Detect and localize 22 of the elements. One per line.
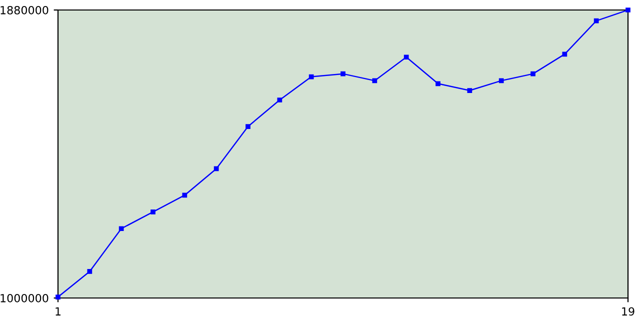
point: [118, 226, 124, 232]
point: [436, 81, 440, 86]
point: [594, 18, 599, 24]
point: [214, 166, 219, 172]
point: [246, 124, 250, 129]
point: [498, 78, 504, 84]
point: [182, 192, 188, 198]
x-tick-label: 19: [622, 307, 634, 316]
point: [530, 71, 536, 76]
point: [277, 98, 282, 102]
x-tick-label: 1: [56, 307, 61, 316]
point: [340, 71, 346, 76]
point: [467, 88, 472, 93]
point: [404, 54, 409, 60]
point: [626, 8, 630, 12]
point: [87, 269, 92, 274]
y-tick-label: 1880000: [0, 6, 48, 14]
point: [150, 209, 156, 214]
point: [308, 74, 314, 80]
y-tick-label: 1000000: [0, 294, 48, 302]
point: [562, 52, 568, 57]
point: [372, 78, 378, 84]
